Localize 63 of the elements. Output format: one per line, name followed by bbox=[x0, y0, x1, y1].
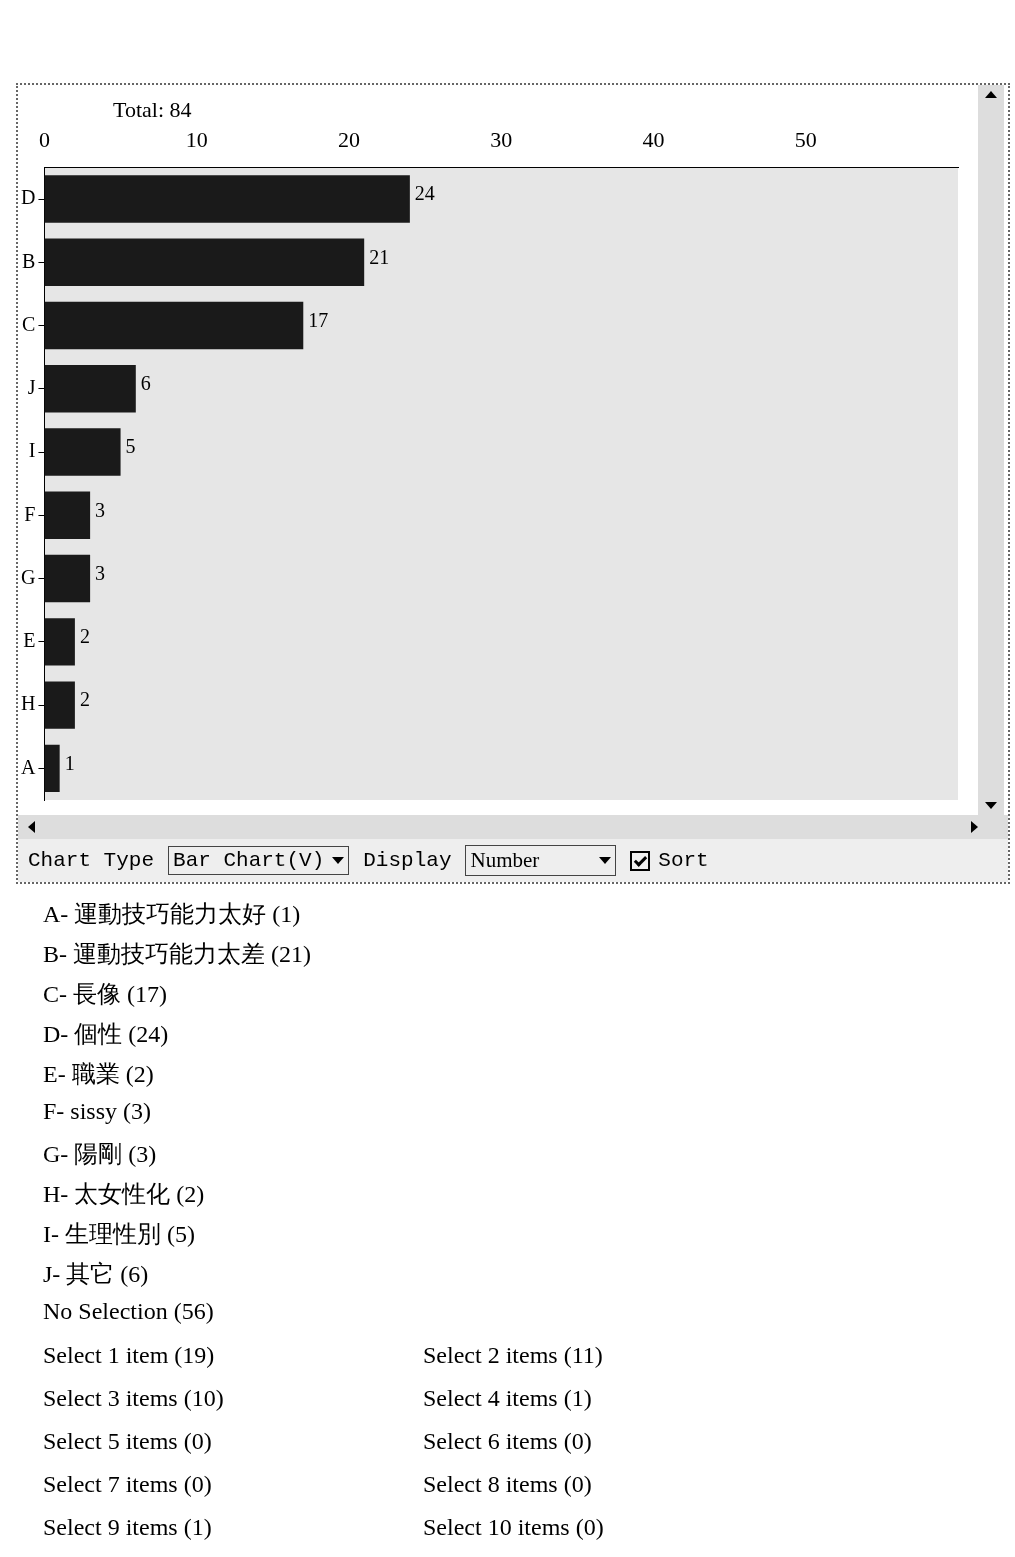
text: Select 3 items (10) bbox=[43, 1385, 225, 1413]
bar bbox=[44, 744, 60, 793]
y-tick-label: D bbox=[20, 186, 36, 209]
text: E- 職業 (2) bbox=[43, 1060, 155, 1089]
text: Select 10 items (0) bbox=[423, 1514, 605, 1542]
text: Total: 84 bbox=[113, 97, 192, 123]
x-tick-label: 50 bbox=[794, 126, 817, 152]
data-label: 5 bbox=[125, 435, 136, 458]
text: Chart Type bbox=[28, 849, 155, 872]
x-tick-label: 40 bbox=[642, 126, 665, 152]
x-tick-label: 0 bbox=[38, 126, 50, 152]
data-label: 3 bbox=[95, 561, 106, 584]
x-tick-label: 10 bbox=[185, 126, 208, 152]
text: Select 9 items (1) bbox=[43, 1514, 213, 1542]
text: B- 運動技巧能力太差 (21) bbox=[43, 940, 312, 969]
text: D- 個性 (24) bbox=[43, 1020, 170, 1049]
data-label: 17 bbox=[308, 308, 329, 331]
data-label: 6 bbox=[140, 372, 151, 395]
bar bbox=[44, 491, 91, 540]
bar bbox=[44, 301, 304, 350]
y-tick-label: I bbox=[28, 439, 36, 462]
x-tick-label: 30 bbox=[490, 126, 513, 152]
text: No Selection (56) bbox=[43, 1298, 215, 1326]
bar bbox=[44, 365, 136, 413]
text: J- 其它 (6) bbox=[43, 1260, 150, 1289]
text: Select 2 items (11) bbox=[423, 1342, 604, 1370]
text: Select 7 items (0) bbox=[43, 1471, 213, 1499]
text: G- 陽剛 (3) bbox=[43, 1140, 158, 1169]
text: Select 6 items (0) bbox=[423, 1428, 593, 1456]
bar bbox=[44, 175, 410, 223]
y-tick-label: H bbox=[20, 692, 36, 715]
text: H- 太女性化 (2) bbox=[43, 1180, 206, 1209]
text: Select 4 items (1) bbox=[423, 1385, 593, 1413]
bar bbox=[44, 428, 121, 476]
bar bbox=[44, 618, 75, 666]
x-tick-label: 20 bbox=[337, 126, 360, 152]
data-label: 2 bbox=[79, 688, 90, 711]
data-label: 2 bbox=[79, 625, 90, 648]
text: C- 長像 (17) bbox=[43, 980, 168, 1009]
bar bbox=[44, 238, 365, 287]
text: Select 1 item (19) bbox=[43, 1342, 216, 1370]
text: Sort bbox=[657, 849, 709, 872]
bar bbox=[44, 554, 91, 603]
y-tick-label: E bbox=[23, 629, 36, 652]
text: I- 生理性別 (5) bbox=[43, 1220, 196, 1249]
y-tick-label: C bbox=[22, 312, 36, 335]
bar bbox=[44, 681, 75, 729]
text: Number bbox=[465, 845, 617, 876]
y-tick-label: A bbox=[20, 755, 36, 778]
text: A- 運動技巧能力太好 (1) bbox=[43, 900, 302, 929]
data-label: 1 bbox=[64, 751, 75, 774]
text: Display bbox=[363, 849, 452, 872]
data-label: 3 bbox=[95, 498, 106, 521]
data-label: 21 bbox=[369, 245, 390, 268]
y-tick-label: G bbox=[20, 565, 36, 588]
text: F- sissy (3) bbox=[43, 1098, 152, 1126]
text: Select 8 items (0) bbox=[423, 1471, 593, 1499]
y-tick-label: B bbox=[22, 249, 36, 272]
y-tick-label: J bbox=[27, 376, 36, 399]
text: Select 5 items (0) bbox=[43, 1428, 213, 1456]
data-label: 24 bbox=[414, 182, 435, 205]
y-tick-label: F bbox=[24, 502, 36, 525]
text: Bar Chart(V) bbox=[168, 846, 350, 875]
